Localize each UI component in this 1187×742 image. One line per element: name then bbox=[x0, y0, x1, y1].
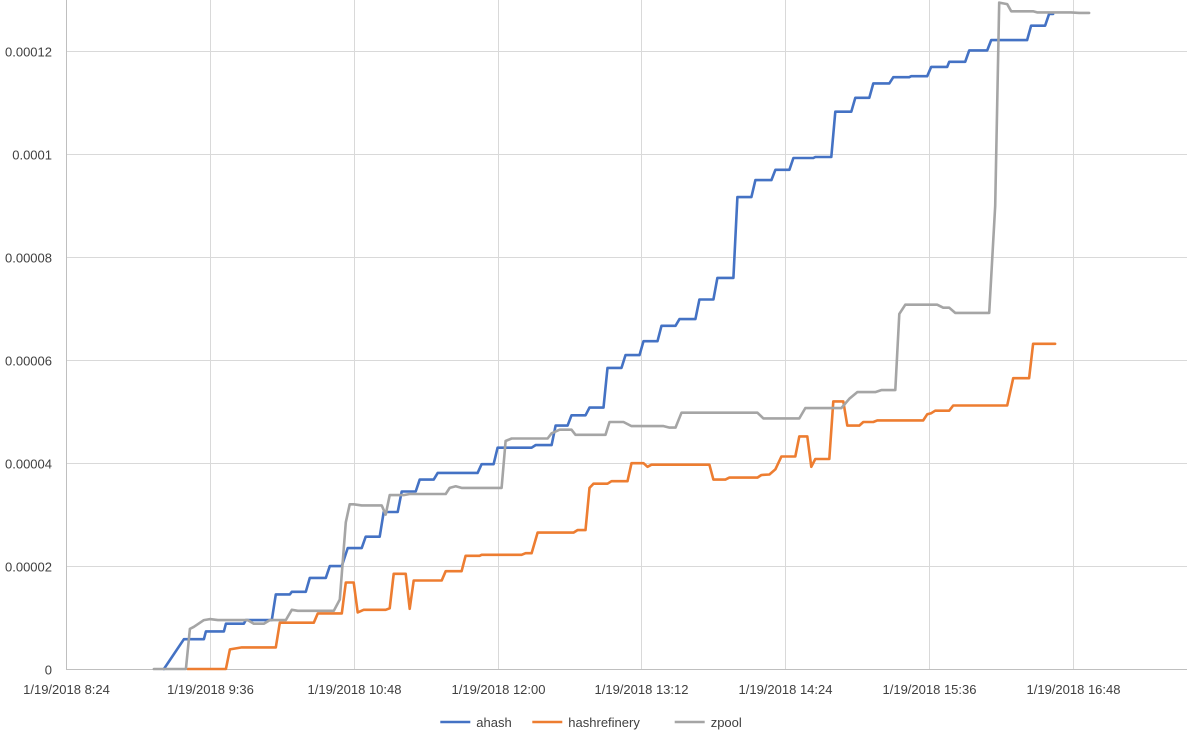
x-tick-label: 1/19/2018 15:36 bbox=[883, 682, 977, 697]
series-line-zpool bbox=[152, 1, 1091, 671]
legend-label-ahash: ahash bbox=[476, 715, 511, 730]
axes bbox=[66, 0, 1187, 670]
x-tick-label: 1/19/2018 10:48 bbox=[308, 682, 402, 697]
x-axis-tick-labels: 1/19/2018 8:24 1/19/2018 9:36 1/19/2018 10… bbox=[23, 682, 1120, 697]
grid-lines bbox=[66, 0, 1187, 669]
x-tick-label: 1/19/2018 9:36 bbox=[167, 682, 254, 697]
y-tick-label: 0.00008 bbox=[5, 251, 52, 266]
series-lines bbox=[152, 1, 1091, 671]
x-tick-label: 1/19/2018 14:24 bbox=[739, 682, 833, 697]
x-tick-label: 1/19/2018 8:24 bbox=[23, 682, 110, 697]
y-tick-label: 0 bbox=[45, 663, 52, 678]
y-tick-label: 0.00004 bbox=[5, 457, 52, 472]
legend: ahash hashrefinery zpool bbox=[440, 715, 742, 730]
y-tick-label: 0.00012 bbox=[5, 45, 52, 60]
y-tick-label: 0.00002 bbox=[5, 560, 52, 575]
series-line-hashrefinery bbox=[186, 342, 1057, 671]
x-tick-label: 1/19/2018 13:12 bbox=[595, 682, 689, 697]
legend-label-hashrefinery: hashrefinery bbox=[568, 715, 640, 730]
x-tick-label: 1/19/2018 12:00 bbox=[452, 682, 546, 697]
x-tick-label: 1/19/2018 16:48 bbox=[1027, 682, 1121, 697]
y-tick-label: 0.0001 bbox=[12, 148, 52, 163]
legend-label-zpool: zpool bbox=[711, 715, 742, 730]
series-line-ahash bbox=[162, 12, 1055, 671]
y-tick-label: 0.00006 bbox=[5, 354, 52, 369]
y-axis-tick-labels: 0 0.00002 0.00004 0.00006 0.00008 0.0001 0.000… bbox=[5, 45, 52, 678]
